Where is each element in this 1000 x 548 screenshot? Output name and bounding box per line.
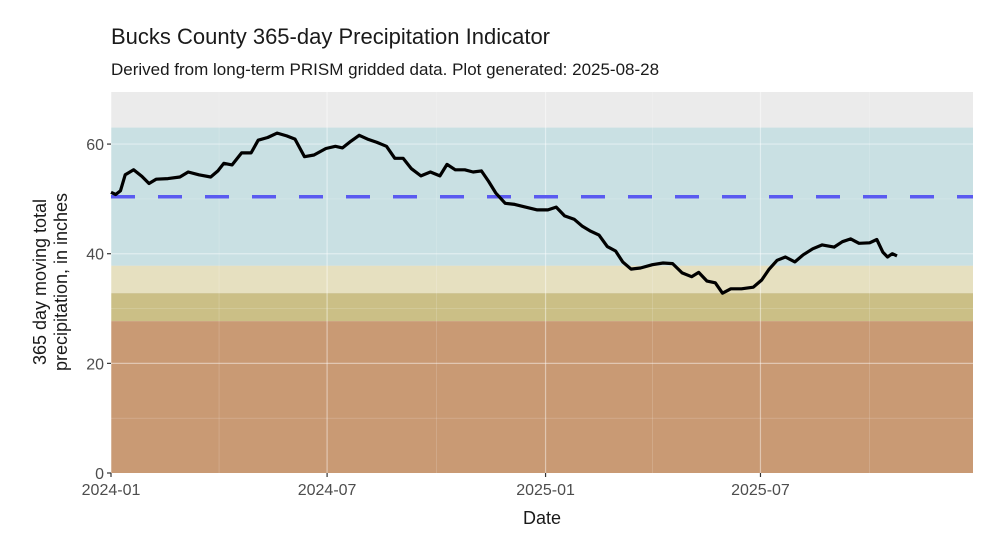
- y-tick-label: 40: [86, 247, 104, 264]
- y-axis-title-line1: 365 day moving total: [30, 199, 50, 365]
- gridlines: [110, 92, 973, 473]
- condition-bands: [111, 127, 973, 473]
- y-tick-label: 0: [95, 466, 104, 483]
- band-watch: [111, 265, 973, 294]
- x-tick-label: 2025-07: [731, 482, 790, 499]
- y-tick-label: 20: [86, 356, 104, 373]
- x-tick-label: 2025-01: [516, 482, 575, 499]
- x-axis: 2024-01 2024-07 2025-01 2025-07: [82, 473, 790, 499]
- y-axis: 0 20 40 60: [86, 137, 111, 483]
- band-drought: [111, 321, 973, 473]
- series-line: [110, 131, 898, 295]
- band-warning: [111, 293, 973, 322]
- x-tick-label: 2024-01: [82, 482, 141, 499]
- x-axis-title: Date: [523, 508, 561, 528]
- chart-subtitle: Derived from long-term PRISM gridded dat…: [111, 60, 660, 79]
- chart-title: Bucks County 365-day Precipitation Indic…: [111, 24, 551, 49]
- x-tick-label: 2024-07: [298, 482, 357, 499]
- series-group: [110, 131, 898, 295]
- y-tick-label: 60: [86, 137, 104, 154]
- y-axis-title-line2: precipitation, in inches: [51, 193, 71, 371]
